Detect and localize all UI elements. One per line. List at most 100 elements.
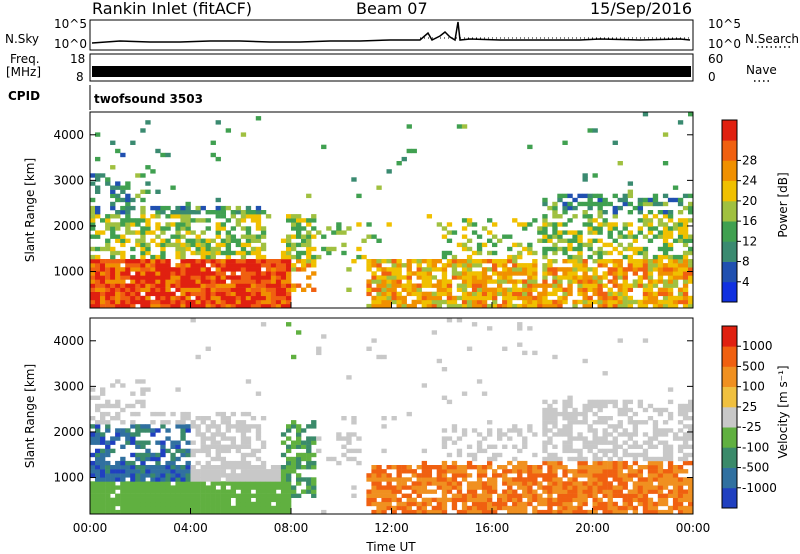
heatmap-cell — [145, 485, 151, 490]
heatmap-cell — [441, 440, 448, 445]
heatmap-cell — [200, 271, 206, 276]
heatmap-cell — [280, 509, 287, 515]
heatmap-cell — [306, 448, 312, 454]
heatmap-cell — [95, 452, 101, 458]
heatmap-cell — [612, 295, 618, 301]
heatmap-cell — [230, 291, 237, 297]
heatmap-cell — [381, 509, 387, 515]
heatmap-cell — [607, 501, 613, 507]
heatmap-cell — [652, 465, 659, 470]
heatmap-cell — [130, 497, 136, 503]
heatmap-cell — [471, 263, 478, 268]
colorbar-swatch — [722, 326, 737, 347]
heatmap-cell — [140, 197, 146, 203]
heatmap-cell — [522, 505, 528, 511]
heatmap-cell — [512, 271, 518, 276]
heatmap-cell — [617, 420, 623, 425]
heatmap-cell — [135, 473, 141, 478]
heatmap-cell — [592, 201, 598, 207]
heatmap-cell — [682, 238, 689, 243]
heatmap-cell — [130, 485, 136, 490]
heatmap-cell — [602, 505, 608, 511]
heatmap-cell — [396, 161, 402, 166]
heatmap-cell — [215, 465, 221, 470]
heatmap-cell — [210, 140, 216, 145]
heatmap-cell — [260, 485, 267, 490]
heatmap-cell — [557, 477, 563, 482]
heatmap-cell — [215, 505, 221, 511]
heatmap-cell — [597, 291, 603, 297]
heatmap-cell — [436, 259, 443, 264]
heatmap-cell — [291, 263, 297, 268]
heatmap-cell — [90, 489, 96, 494]
heatmap-cell — [230, 214, 237, 219]
heatmap-cell — [426, 283, 433, 288]
heatmap-cell — [542, 411, 548, 417]
heatmap-cell — [627, 452, 634, 458]
heatmap-cell — [210, 493, 216, 498]
heatmap-cell — [311, 218, 317, 223]
heatmap-cell — [190, 238, 196, 243]
heatmap-cell — [542, 440, 548, 445]
heatmap-cell — [140, 485, 146, 490]
heatmap-cell — [296, 267, 302, 272]
heatmap-cell — [235, 501, 242, 507]
heatmap-cell — [175, 287, 181, 292]
heatmap-cell — [95, 185, 101, 190]
y-tick-label: 4000 — [53, 128, 84, 142]
heatmap-cell — [602, 477, 608, 482]
heatmap-cell — [280, 238, 287, 243]
heatmap-cell — [582, 469, 588, 474]
heatmap-cell — [155, 489, 161, 494]
heatmap-cell — [150, 279, 156, 284]
heatmap-cell — [235, 287, 242, 292]
heatmap-cell — [145, 246, 151, 252]
heatmap-cell — [185, 291, 191, 297]
heatmap-cell — [507, 246, 513, 252]
heatmap-cell — [542, 271, 548, 276]
heatmap-cell — [471, 505, 478, 511]
heatmap-cell — [542, 238, 548, 243]
heatmap-cell — [190, 263, 196, 268]
heatmap-cell — [517, 303, 523, 309]
heatmap-cell — [280, 473, 287, 478]
heatmap-cell — [165, 205, 171, 211]
heatmap-cell — [542, 201, 548, 207]
heatmap-cell — [125, 497, 131, 503]
heatmap-cell — [416, 493, 422, 498]
heatmap-cell — [250, 473, 257, 478]
heatmap-cell — [677, 238, 684, 243]
heatmap-cell — [140, 469, 146, 474]
heatmap-cell — [230, 436, 237, 441]
heatmap-cell — [592, 128, 598, 133]
heatmap-cell — [240, 303, 247, 309]
heatmap-cell — [145, 181, 151, 186]
heatmap-cell — [100, 509, 106, 515]
heatmap-cell — [245, 230, 252, 235]
heatmap-cell — [270, 493, 277, 498]
heatmap-cell — [592, 456, 598, 462]
heatmap-cell — [577, 411, 583, 417]
heatmap-cell — [688, 279, 694, 284]
heatmap-cell — [396, 501, 402, 507]
heatmap-cell — [481, 295, 488, 301]
heatmap-cell — [245, 283, 252, 288]
heatmap-cell — [341, 452, 347, 458]
heatmap-cell — [286, 448, 292, 454]
heatmap-cell — [140, 391, 146, 396]
heatmap-cell — [527, 493, 533, 498]
heatmap-cell — [647, 505, 654, 511]
heatmap-cell — [90, 287, 96, 292]
heatmap-cell — [115, 469, 121, 474]
heatmap-cell — [115, 411, 121, 417]
heatmap-cell — [130, 391, 136, 396]
page-title: Rankin Inlet (fitACF) — [92, 0, 253, 18]
heatmap-cell — [301, 242, 307, 248]
heatmap-cell — [476, 279, 483, 284]
heatmap-cell — [205, 509, 211, 515]
heatmap-cell — [677, 197, 684, 203]
heatmap-cell — [662, 493, 669, 498]
heatmap-cell — [160, 242, 166, 248]
heatmap-cell — [235, 238, 242, 243]
heatmap-cell — [602, 432, 608, 437]
